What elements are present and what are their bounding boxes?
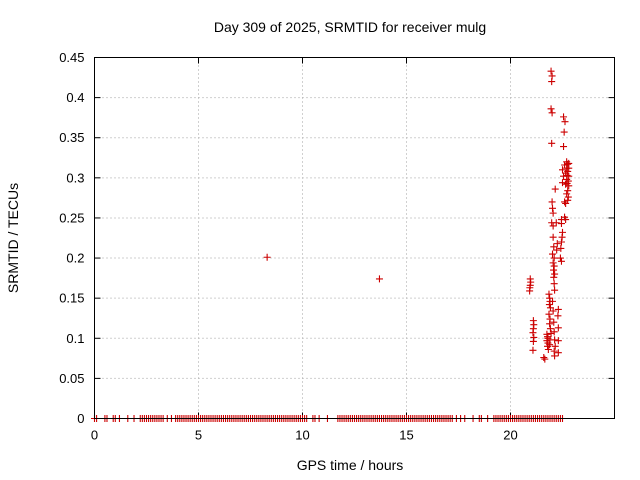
data-point <box>545 290 553 298</box>
data-point <box>526 287 534 295</box>
data-point <box>552 219 560 227</box>
data-point <box>554 349 562 357</box>
data-point <box>549 209 557 217</box>
data-point <box>550 254 558 262</box>
data-point <box>564 187 572 195</box>
data-point <box>561 198 569 206</box>
data-point <box>556 254 564 262</box>
data-point <box>554 312 562 320</box>
x-axis-label: GPS time / hours <box>297 457 404 473</box>
x-tick-label: 20 <box>503 428 517 443</box>
data-point <box>549 259 557 267</box>
data-point <box>559 179 566 187</box>
data-point <box>540 354 548 362</box>
y-tick-label: 0.2 <box>66 251 84 266</box>
data-point <box>564 160 572 168</box>
data-point <box>550 273 558 281</box>
data-point <box>550 318 558 326</box>
data-point <box>564 193 572 201</box>
data-point <box>548 139 556 147</box>
y-tick-label: 0.4 <box>66 90 84 105</box>
y-tick-label: 0.05 <box>59 371 84 386</box>
data-point <box>549 307 557 315</box>
data-points <box>91 67 573 422</box>
data-point <box>545 301 553 309</box>
data-point <box>563 190 571 198</box>
data-point <box>548 78 556 86</box>
data-point <box>548 109 556 117</box>
data-point <box>550 328 558 336</box>
data-point <box>558 233 566 241</box>
data-point <box>550 280 558 288</box>
y-tick-label: 0.25 <box>59 210 84 225</box>
data-point <box>544 346 552 354</box>
y-tick-label: 0.15 <box>59 291 84 306</box>
data-point <box>553 246 561 254</box>
chart-title: Day 309 of 2025, SRMTID for receiver mul… <box>214 19 486 35</box>
y-tick-label: 0 <box>77 411 84 426</box>
data-point <box>548 198 556 206</box>
data-point <box>529 337 537 345</box>
data-point <box>550 262 558 270</box>
data-point <box>560 113 568 121</box>
data-point <box>551 286 559 294</box>
data-point <box>549 233 557 241</box>
data-point <box>562 180 570 188</box>
data-point <box>551 185 559 193</box>
y-tick-label: 0.3 <box>66 170 84 185</box>
data-point <box>560 143 568 151</box>
plot-frame <box>94 57 615 419</box>
data-point <box>554 324 562 332</box>
data-point <box>549 222 557 230</box>
y-tick-label: 0.35 <box>59 130 84 145</box>
data-point <box>549 297 557 305</box>
x-tick-label: 15 <box>399 428 413 443</box>
data-point <box>559 166 566 174</box>
data-point <box>561 118 569 126</box>
data-point <box>560 128 568 136</box>
data-point <box>554 305 562 313</box>
grid-lines <box>94 57 615 419</box>
data-point <box>546 325 554 333</box>
data-point <box>550 243 558 251</box>
data-point <box>554 337 562 345</box>
data-point <box>550 266 558 274</box>
data-point <box>549 250 557 258</box>
x-tick-label: 0 <box>91 428 98 443</box>
data-point <box>547 67 555 75</box>
data-point <box>551 270 559 278</box>
data-point <box>551 336 559 344</box>
data-point <box>529 329 537 337</box>
data-point <box>547 105 555 113</box>
data-point <box>549 204 557 212</box>
data-point <box>545 310 553 318</box>
data-point <box>557 257 565 265</box>
data-point <box>551 342 559 350</box>
data-point <box>546 341 554 349</box>
y-tick-label: 0.45 <box>59 50 84 65</box>
data-point <box>565 182 573 190</box>
data-point <box>562 216 570 224</box>
data-point <box>546 320 554 328</box>
data-point <box>553 240 561 248</box>
x-tick-label: 10 <box>295 428 309 443</box>
data-point <box>557 244 565 252</box>
data-point <box>541 355 549 363</box>
y-axis-label: SRMTID / TECUs <box>5 183 21 293</box>
data-point <box>551 352 559 360</box>
data-point <box>375 275 383 283</box>
data-point <box>557 238 565 246</box>
x-tick-label: 5 <box>195 428 202 443</box>
data-point <box>263 253 271 261</box>
axis-ticks: 0 0.05 0.1 0.15 0.2 0.25 0.3 0.35 0.4 0.45 0 5 10 15 2… <box>59 50 615 443</box>
y-tick-label: 0.1 <box>66 331 84 346</box>
data-point <box>564 196 572 204</box>
data-point <box>557 220 565 228</box>
data-point <box>547 329 555 337</box>
data-point <box>529 346 537 354</box>
data-point <box>565 164 573 172</box>
